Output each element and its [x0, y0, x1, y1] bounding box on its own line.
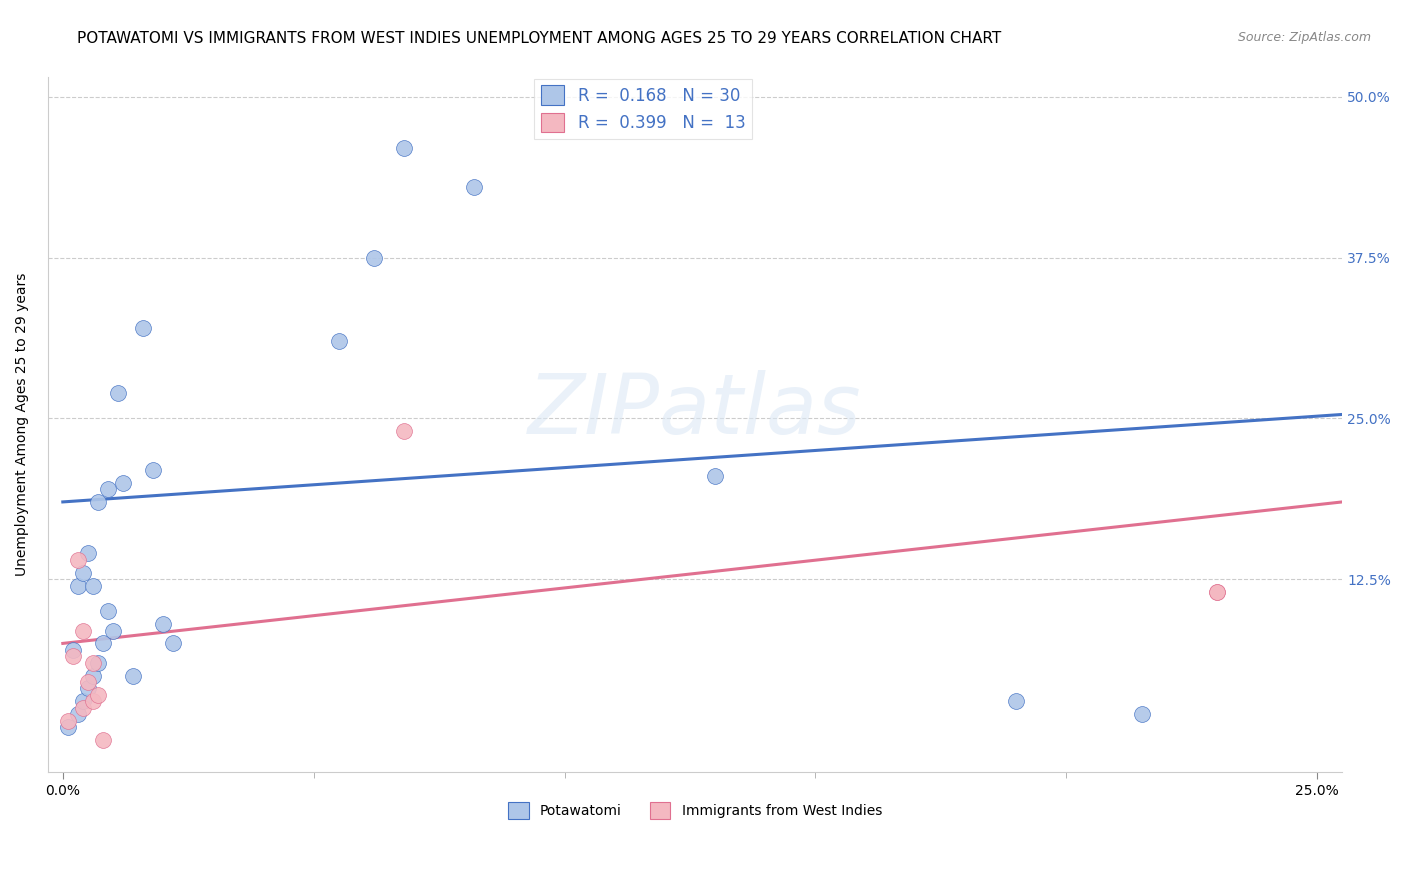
Point — [62, 643, 84, 657]
Point — [1005, 694, 1028, 708]
Point — [1205, 585, 1227, 599]
Point — [66, 578, 89, 592]
Text: POTAWATOMI VS IMMIGRANTS FROM WEST INDIES UNEMPLOYMENT AMONG AGES 25 TO 29 YEARS: POTAWATOMI VS IMMIGRANTS FROM WEST INDIE… — [77, 31, 1001, 46]
Text: Source: ZipAtlas.com: Source: ZipAtlas.com — [1237, 31, 1371, 45]
Point — [328, 334, 350, 348]
Y-axis label: Unemployment Among Ages 25 to 29 years: Unemployment Among Ages 25 to 29 years — [15, 273, 30, 576]
Point — [142, 463, 165, 477]
Legend: Potawatomi, Immigrants from West Indies: Potawatomi, Immigrants from West Indies — [502, 796, 887, 824]
Point — [1205, 585, 1227, 599]
Point — [91, 636, 114, 650]
Point — [77, 681, 100, 696]
Point — [56, 720, 79, 734]
Point — [62, 649, 84, 664]
Point — [132, 321, 155, 335]
Point — [162, 636, 184, 650]
Point — [72, 700, 94, 714]
Point — [82, 578, 104, 592]
Point — [72, 624, 94, 638]
Point — [392, 141, 415, 155]
Point — [152, 617, 174, 632]
Point — [87, 656, 110, 670]
Point — [82, 668, 104, 682]
Point — [91, 732, 114, 747]
Point — [107, 385, 129, 400]
Point — [72, 694, 94, 708]
Point — [463, 179, 485, 194]
Point — [72, 566, 94, 580]
Point — [97, 604, 120, 618]
Point — [82, 694, 104, 708]
Point — [97, 482, 120, 496]
Point — [87, 495, 110, 509]
Point — [66, 707, 89, 722]
Point — [77, 546, 100, 560]
Point — [101, 624, 124, 638]
Point — [56, 714, 79, 728]
Text: ZIPatlas: ZIPatlas — [529, 370, 862, 451]
Point — [87, 688, 110, 702]
Point — [392, 424, 415, 438]
Point — [111, 475, 134, 490]
Point — [363, 251, 385, 265]
Point — [704, 469, 727, 483]
Point — [66, 553, 89, 567]
Point — [1130, 707, 1153, 722]
Point — [77, 675, 100, 690]
Point — [122, 668, 145, 682]
Point — [82, 656, 104, 670]
